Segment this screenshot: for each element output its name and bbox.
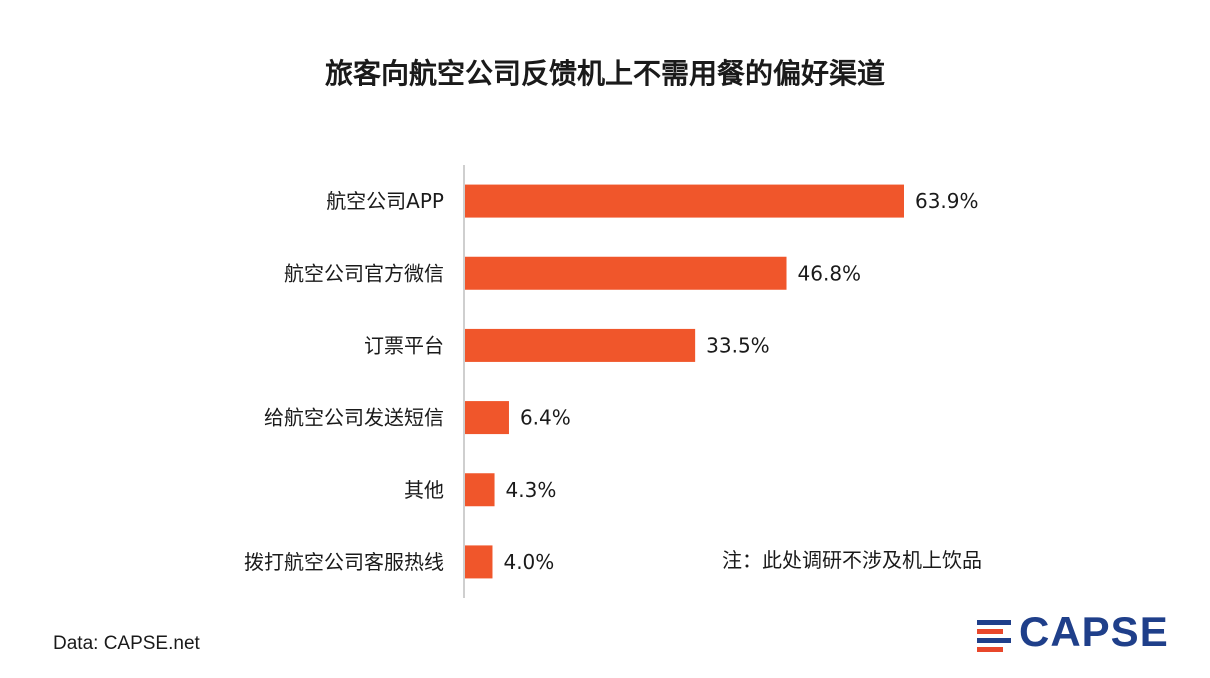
chart-title: 旅客向航空公司反馈机上不需用餐的偏好渠道 xyxy=(324,57,885,90)
bar xyxy=(465,401,509,435)
logo-mark-icon xyxy=(977,620,1011,652)
category-label: 其他 xyxy=(404,478,444,502)
value-label: 4.0% xyxy=(503,550,554,574)
bar xyxy=(465,473,495,507)
value-label: 63.9% xyxy=(915,189,979,213)
category-label: 航空公司APP xyxy=(326,189,444,213)
chart-footnote: 注：此处调研不涉及机上饮品 xyxy=(722,548,982,572)
data-source: Data: CAPSE.net xyxy=(53,633,200,654)
bar xyxy=(465,328,696,362)
logo-text: CAPSE xyxy=(1019,608,1169,655)
category-label: 订票平台 xyxy=(364,333,444,357)
bar xyxy=(465,545,493,579)
category-label: 航空公司官方微信 xyxy=(284,261,444,285)
bars-layer: 航空公司APP 63.9% 航空公司官方微信 46.8% 订票平台 33.5% 给航空公司发… xyxy=(244,184,979,579)
bar xyxy=(465,184,904,218)
category-label: 给航空公司发送短信 xyxy=(264,406,444,430)
value-label: 4.3% xyxy=(506,478,557,502)
category-label: 拨打航空公司客服热线 xyxy=(244,550,444,574)
value-label: 33.5% xyxy=(706,333,770,357)
value-label: 46.8% xyxy=(798,261,862,285)
bar xyxy=(465,256,787,290)
value-label: 6.4% xyxy=(520,406,571,430)
capse-logo: CAPSE xyxy=(975,608,1190,660)
